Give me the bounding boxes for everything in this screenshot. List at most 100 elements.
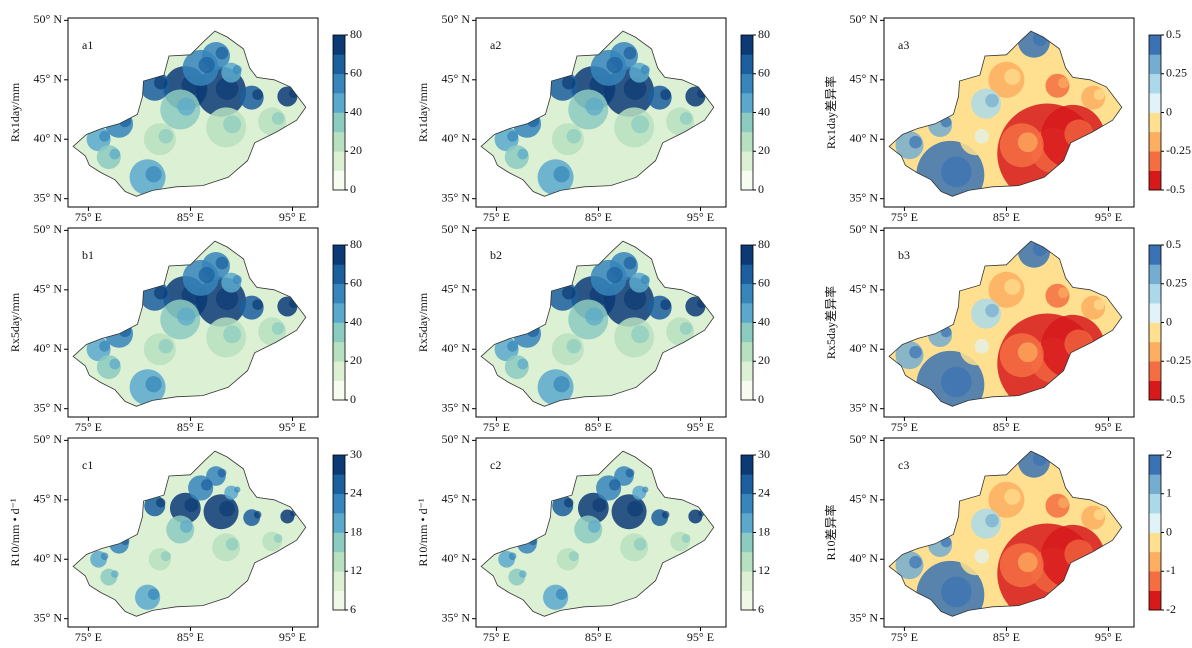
map-outline	[72, 240, 307, 407]
map-blob	[271, 112, 285, 125]
colorbar-segment	[333, 93, 345, 113]
colorbar-tick-label: 40	[758, 314, 770, 328]
lon-tick-label: 95° E	[1095, 210, 1122, 224]
map-blob	[232, 65, 242, 75]
lat-tick-label: 35° N	[850, 610, 879, 624]
map-blob	[1004, 68, 1021, 85]
lat-tick-label: 35° N	[442, 190, 471, 204]
lat-tick-label: 35° N	[34, 610, 63, 624]
lat-tick-label: 35° N	[442, 610, 471, 624]
lon-tick-label: 95° E	[687, 630, 714, 644]
frame	[67, 227, 319, 418]
colorbar-segment	[1149, 380, 1161, 401]
map-field	[889, 31, 1122, 197]
colorbar-segment	[1149, 551, 1161, 572]
lat-tick-label: 45° N	[34, 492, 63, 506]
lat-tick-label: 40° N	[442, 131, 471, 145]
colorbar-segment	[1149, 513, 1161, 533]
lat-tick-label: 40° N	[34, 551, 63, 565]
colorbar-tick-label: 60	[350, 66, 362, 80]
colorbar-segment	[1149, 131, 1161, 152]
colorbar-tick-label: 30	[758, 447, 770, 461]
map-blob	[640, 65, 650, 75]
frame	[67, 437, 319, 628]
map-blob	[1058, 287, 1069, 299]
map-blob	[974, 129, 990, 144]
lon-tick-label: 85° E	[585, 210, 612, 224]
y-axis-label: Rx5day/mm	[8, 292, 22, 352]
lon-tick-label: 85° E	[993, 210, 1020, 224]
colorbar-tick-label: 12	[350, 563, 362, 577]
colorbar-tick-label: 0	[350, 182, 356, 196]
colorbar-segment	[1149, 474, 1161, 495]
map-blob	[177, 97, 196, 116]
colorbar-tick-label: 0	[758, 392, 764, 406]
colorbar-segment	[333, 361, 345, 381]
map-blob	[566, 129, 582, 144]
map-blob	[1017, 552, 1038, 573]
map-blob	[156, 498, 166, 508]
colorbar-segment	[333, 493, 345, 514]
lon-tick-label: 75° E	[891, 210, 918, 224]
panel: 50° N 45° N 40° N 35° N 75° E 85° E 95° E b1 Rx5…	[8, 222, 362, 434]
map-blob	[111, 570, 119, 578]
map-blob	[253, 510, 262, 519]
colorbar-tick-label: 6	[758, 602, 764, 616]
colorbar-segment	[741, 283, 753, 304]
map-blob	[974, 549, 990, 564]
map-blob	[158, 129, 174, 144]
colorbar-tick-label: 80	[758, 27, 770, 41]
lat-tick-label: 45° N	[850, 72, 879, 86]
colorbar-tick-label: -0.25	[1166, 353, 1191, 367]
map-blob	[1004, 488, 1021, 505]
map-blob	[660, 299, 672, 311]
lat-tick-label: 45° N	[850, 282, 879, 296]
panel: 50° N 45° N 40° N 35° N 75° E 85° E 95° E a2 Rx1…	[416, 12, 770, 224]
colorbar-segment	[333, 303, 345, 323]
map-blob	[160, 551, 171, 562]
colorbar-segment	[1149, 493, 1161, 514]
lon-tick-label: 95° E	[279, 420, 306, 434]
map-blob	[179, 520, 193, 533]
frame	[883, 227, 1135, 418]
map-blob	[1058, 497, 1069, 509]
map-blob	[561, 76, 576, 90]
lat-tick-label: 50° N	[850, 12, 879, 26]
map-blob	[273, 534, 283, 543]
lon-tick-label: 95° E	[1095, 630, 1122, 644]
lat-tick-label: 35° N	[850, 190, 879, 204]
lon-tick-label: 95° E	[279, 630, 306, 644]
lon-tick-label: 95° E	[687, 420, 714, 434]
map-blob	[1017, 132, 1038, 153]
lat-tick-label: 45° N	[850, 492, 879, 506]
colorbar-tick-label: -0.5	[1166, 392, 1185, 406]
colorbar-segment	[741, 54, 753, 75]
colorbar-tick-label: 0	[1166, 314, 1172, 328]
colorbar-segment	[741, 322, 753, 343]
lat-tick-label: 50° N	[34, 12, 63, 26]
map-blob	[99, 130, 111, 142]
colorbar-segment	[1149, 93, 1161, 113]
lon-tick-label: 85° E	[585, 420, 612, 434]
colorbar-segment	[741, 341, 753, 362]
lat-tick-label: 45° N	[34, 72, 63, 86]
lat-tick-label: 45° N	[442, 492, 471, 506]
lat-tick-label: 40° N	[34, 341, 63, 355]
map-blob	[640, 275, 650, 285]
colorbar-segment	[741, 245, 753, 265]
lon-tick-label: 85° E	[993, 420, 1020, 434]
colorbar-tick-label: 0	[1166, 104, 1172, 118]
lon-tick-label: 95° E	[687, 210, 714, 224]
map-blob	[519, 570, 527, 578]
lat-tick-label: 50° N	[442, 12, 471, 26]
colorbar-segment	[741, 590, 753, 611]
map-blob	[661, 510, 670, 519]
y-axis-label: Rx1day/mm	[8, 82, 22, 142]
colorbar-segment	[333, 380, 345, 401]
map-blob	[679, 322, 693, 335]
map-blob	[633, 538, 647, 551]
lon-tick-label: 75° E	[75, 420, 102, 434]
colorbar-segment	[741, 131, 753, 152]
lat-tick-label: 35° N	[850, 400, 879, 414]
